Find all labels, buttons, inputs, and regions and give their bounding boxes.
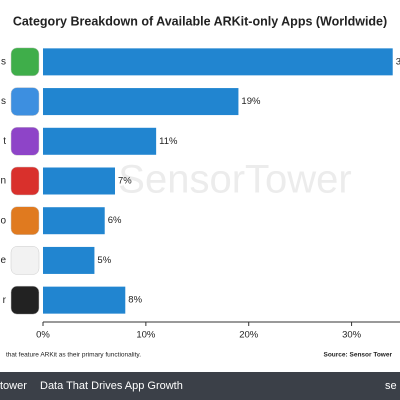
app-icon xyxy=(10,206,40,235)
footer-bar xyxy=(0,372,400,400)
y-tick-label: s xyxy=(1,56,6,67)
app-icon xyxy=(10,127,40,156)
bar xyxy=(43,48,393,76)
value-label: 6% xyxy=(108,215,122,226)
x-tick-label: 0% xyxy=(36,330,50,341)
bar xyxy=(43,88,239,116)
app-icon xyxy=(10,285,40,315)
bar xyxy=(43,167,115,195)
value-label: 7% xyxy=(118,176,132,187)
y-tick-label: s xyxy=(1,96,6,107)
app-icon xyxy=(10,166,40,196)
value-label: 34% xyxy=(396,56,400,67)
bar xyxy=(43,127,157,155)
x-tick-label: 20% xyxy=(239,330,259,341)
footer-right: se xyxy=(385,380,397,392)
watermark: SensorTower xyxy=(118,158,351,202)
value-label: 8% xyxy=(128,295,142,306)
y-tick-label: o xyxy=(0,215,6,226)
value-label: 11% xyxy=(159,136,178,147)
footer-tagline: Data That Drives App Growth xyxy=(40,380,183,392)
y-tick-label: t xyxy=(3,136,6,147)
app-icon xyxy=(10,87,40,116)
value-label: 19% xyxy=(241,96,261,107)
x-tick-label: 30% xyxy=(342,330,362,341)
y-tick-label: e xyxy=(0,255,6,266)
value-label: 5% xyxy=(97,255,111,266)
footer-brand: tower xyxy=(0,380,27,392)
app-icon xyxy=(10,246,40,275)
app-icon xyxy=(10,47,40,77)
bar xyxy=(43,286,126,314)
note: that feature ARKit as their primary func… xyxy=(6,352,141,359)
x-tick-label: 10% xyxy=(136,330,156,341)
y-tick-label: r xyxy=(3,295,7,306)
bar xyxy=(43,246,95,274)
chart-title: Category Breakdown of Available ARKit-on… xyxy=(13,14,387,28)
y-tick-label: n xyxy=(0,176,6,187)
source: Source: Sensor Tower xyxy=(323,352,392,359)
bar xyxy=(43,207,105,235)
